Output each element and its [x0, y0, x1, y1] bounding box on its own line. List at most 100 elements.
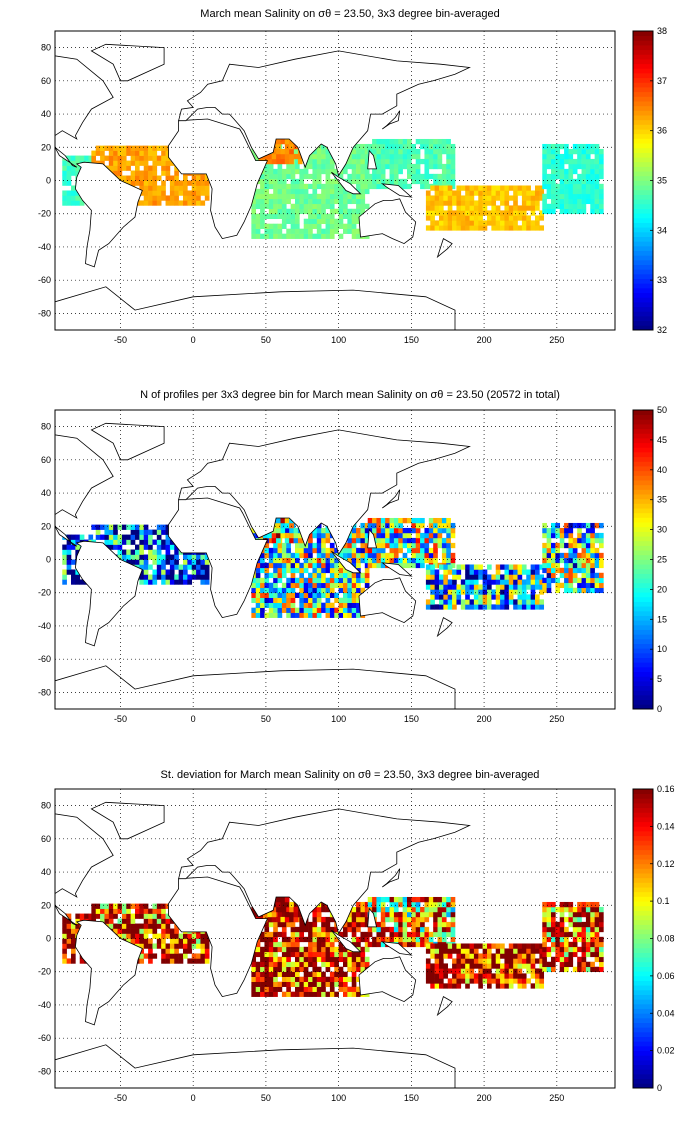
- heatmap-cell: [66, 549, 72, 555]
- heatmap-cell: [308, 183, 313, 190]
- heatmap-cell: [200, 175, 206, 181]
- heatmap-cell: [450, 562, 456, 569]
- heatmap-cell: [71, 185, 76, 191]
- heatmap-cell: [356, 587, 361, 594]
- heatmap-cell: [321, 951, 326, 958]
- heatmap-cell: [443, 953, 449, 959]
- heatmap-cell: [161, 928, 166, 934]
- heatmap-cell: [100, 918, 105, 924]
- heatmap-cell: [577, 916, 582, 923]
- heatmap-cell: [594, 906, 600, 913]
- heatmap-cell: [572, 537, 578, 544]
- heatmap-cell: [420, 143, 425, 150]
- heatmap-cell: [204, 185, 210, 191]
- heatmap-cell: [156, 534, 162, 540]
- heatmap-cell: [152, 554, 158, 560]
- heatmap-cell: [286, 991, 291, 997]
- heatmap-cell: [555, 173, 561, 180]
- colorbar-segment: [633, 975, 653, 981]
- heatmap-cell: [430, 973, 435, 979]
- heatmap-cell: [420, 158, 425, 165]
- heatmap-cell: [334, 183, 339, 190]
- heatmap-cell: [599, 193, 604, 200]
- heatmap-cell: [372, 143, 377, 150]
- heatmap-cell: [325, 203, 331, 210]
- heatmap-cell: [411, 906, 417, 913]
- heatmap-cell: [546, 143, 552, 150]
- heatmap-cell: [66, 943, 72, 949]
- heatmap-cell: [572, 203, 578, 210]
- heatmap-cell: [343, 577, 348, 584]
- heatmap-cell: [428, 173, 434, 180]
- heatmap-cell: [321, 567, 326, 574]
- heatmap-cell: [334, 926, 339, 933]
- heatmap-cell: [364, 153, 370, 160]
- colorbar-segment: [633, 873, 653, 879]
- heatmap-cell: [169, 544, 175, 550]
- heatmap-cell: [251, 587, 257, 594]
- heatmap-cell: [343, 223, 348, 229]
- heatmap-cell: [260, 218, 265, 224]
- heatmap-cell: [264, 582, 270, 589]
- heatmap-cell: [66, 180, 72, 186]
- heatmap-cell: [568, 906, 574, 913]
- heatmap-cell: [347, 607, 353, 613]
- heatmap-cell: [183, 175, 188, 181]
- heatmap-cell: [425, 963, 431, 969]
- heatmap-cell: [316, 527, 322, 534]
- heatmap-cell: [407, 173, 412, 180]
- heatmap-cell: [425, 948, 431, 954]
- heatmap-cell: [290, 592, 296, 598]
- heatmap-cell: [295, 966, 300, 973]
- heatmap-cell: [325, 158, 331, 165]
- heatmap-cell: [276, 158, 281, 165]
- heatmap-cell: [88, 155, 94, 161]
- heatmap-cell: [165, 903, 171, 909]
- heatmap-cell: [264, 976, 270, 982]
- heatmap-cell: [364, 547, 370, 554]
- heatmap-cell: [517, 574, 523, 580]
- heatmap-cell: [273, 577, 278, 584]
- heatmap-cell: [271, 532, 277, 539]
- colorbar-segment: [633, 901, 653, 907]
- heatmap-cell: [183, 200, 188, 206]
- heatmap-cell: [276, 896, 281, 903]
- heatmap-cell: [295, 198, 300, 205]
- heatmap-cell: [487, 963, 492, 969]
- x-tick-labels: -50 0 50 100 150 200 250: [114, 335, 564, 345]
- heatmap-cell: [260, 612, 265, 618]
- heatmap-cell: [407, 537, 412, 544]
- heatmap-cell: [495, 978, 501, 984]
- heatmap-cell: [402, 926, 408, 933]
- heatmap-cell: [251, 961, 257, 968]
- heatmap-cell: [415, 936, 421, 943]
- heatmap-cell: [200, 938, 206, 944]
- heatmap-cell: [546, 148, 552, 155]
- colorbar-segment: [633, 559, 653, 565]
- heatmap-cell: [264, 183, 270, 190]
- heatmap-cell: [156, 175, 162, 181]
- heatmap-cell: [273, 572, 278, 579]
- heatmap-cell: [572, 143, 578, 150]
- heatmap-cell: [286, 582, 291, 589]
- heatmap-cell: [500, 220, 505, 226]
- heatmap-cell: [393, 163, 399, 170]
- heatmap-cell: [273, 961, 278, 968]
- heatmap-cell: [594, 168, 600, 175]
- colorbar-segment: [633, 73, 653, 79]
- heatmap-cell: [351, 213, 357, 219]
- heatmap-cell: [108, 539, 114, 545]
- heatmap-cell: [148, 549, 153, 555]
- heatmap-cell: [465, 210, 470, 216]
- heatmap-cell: [156, 155, 162, 161]
- heatmap-cell: [513, 190, 518, 196]
- colorbar-segment: [633, 680, 653, 687]
- heatmap-cell: [411, 168, 417, 175]
- heatmap-cell: [487, 564, 492, 570]
- heatmap-cell: [393, 153, 399, 160]
- heatmap-cell: [325, 193, 331, 200]
- heatmap-cell: [415, 911, 421, 918]
- heatmap-cell: [439, 604, 444, 610]
- heatmap-cell: [433, 557, 438, 564]
